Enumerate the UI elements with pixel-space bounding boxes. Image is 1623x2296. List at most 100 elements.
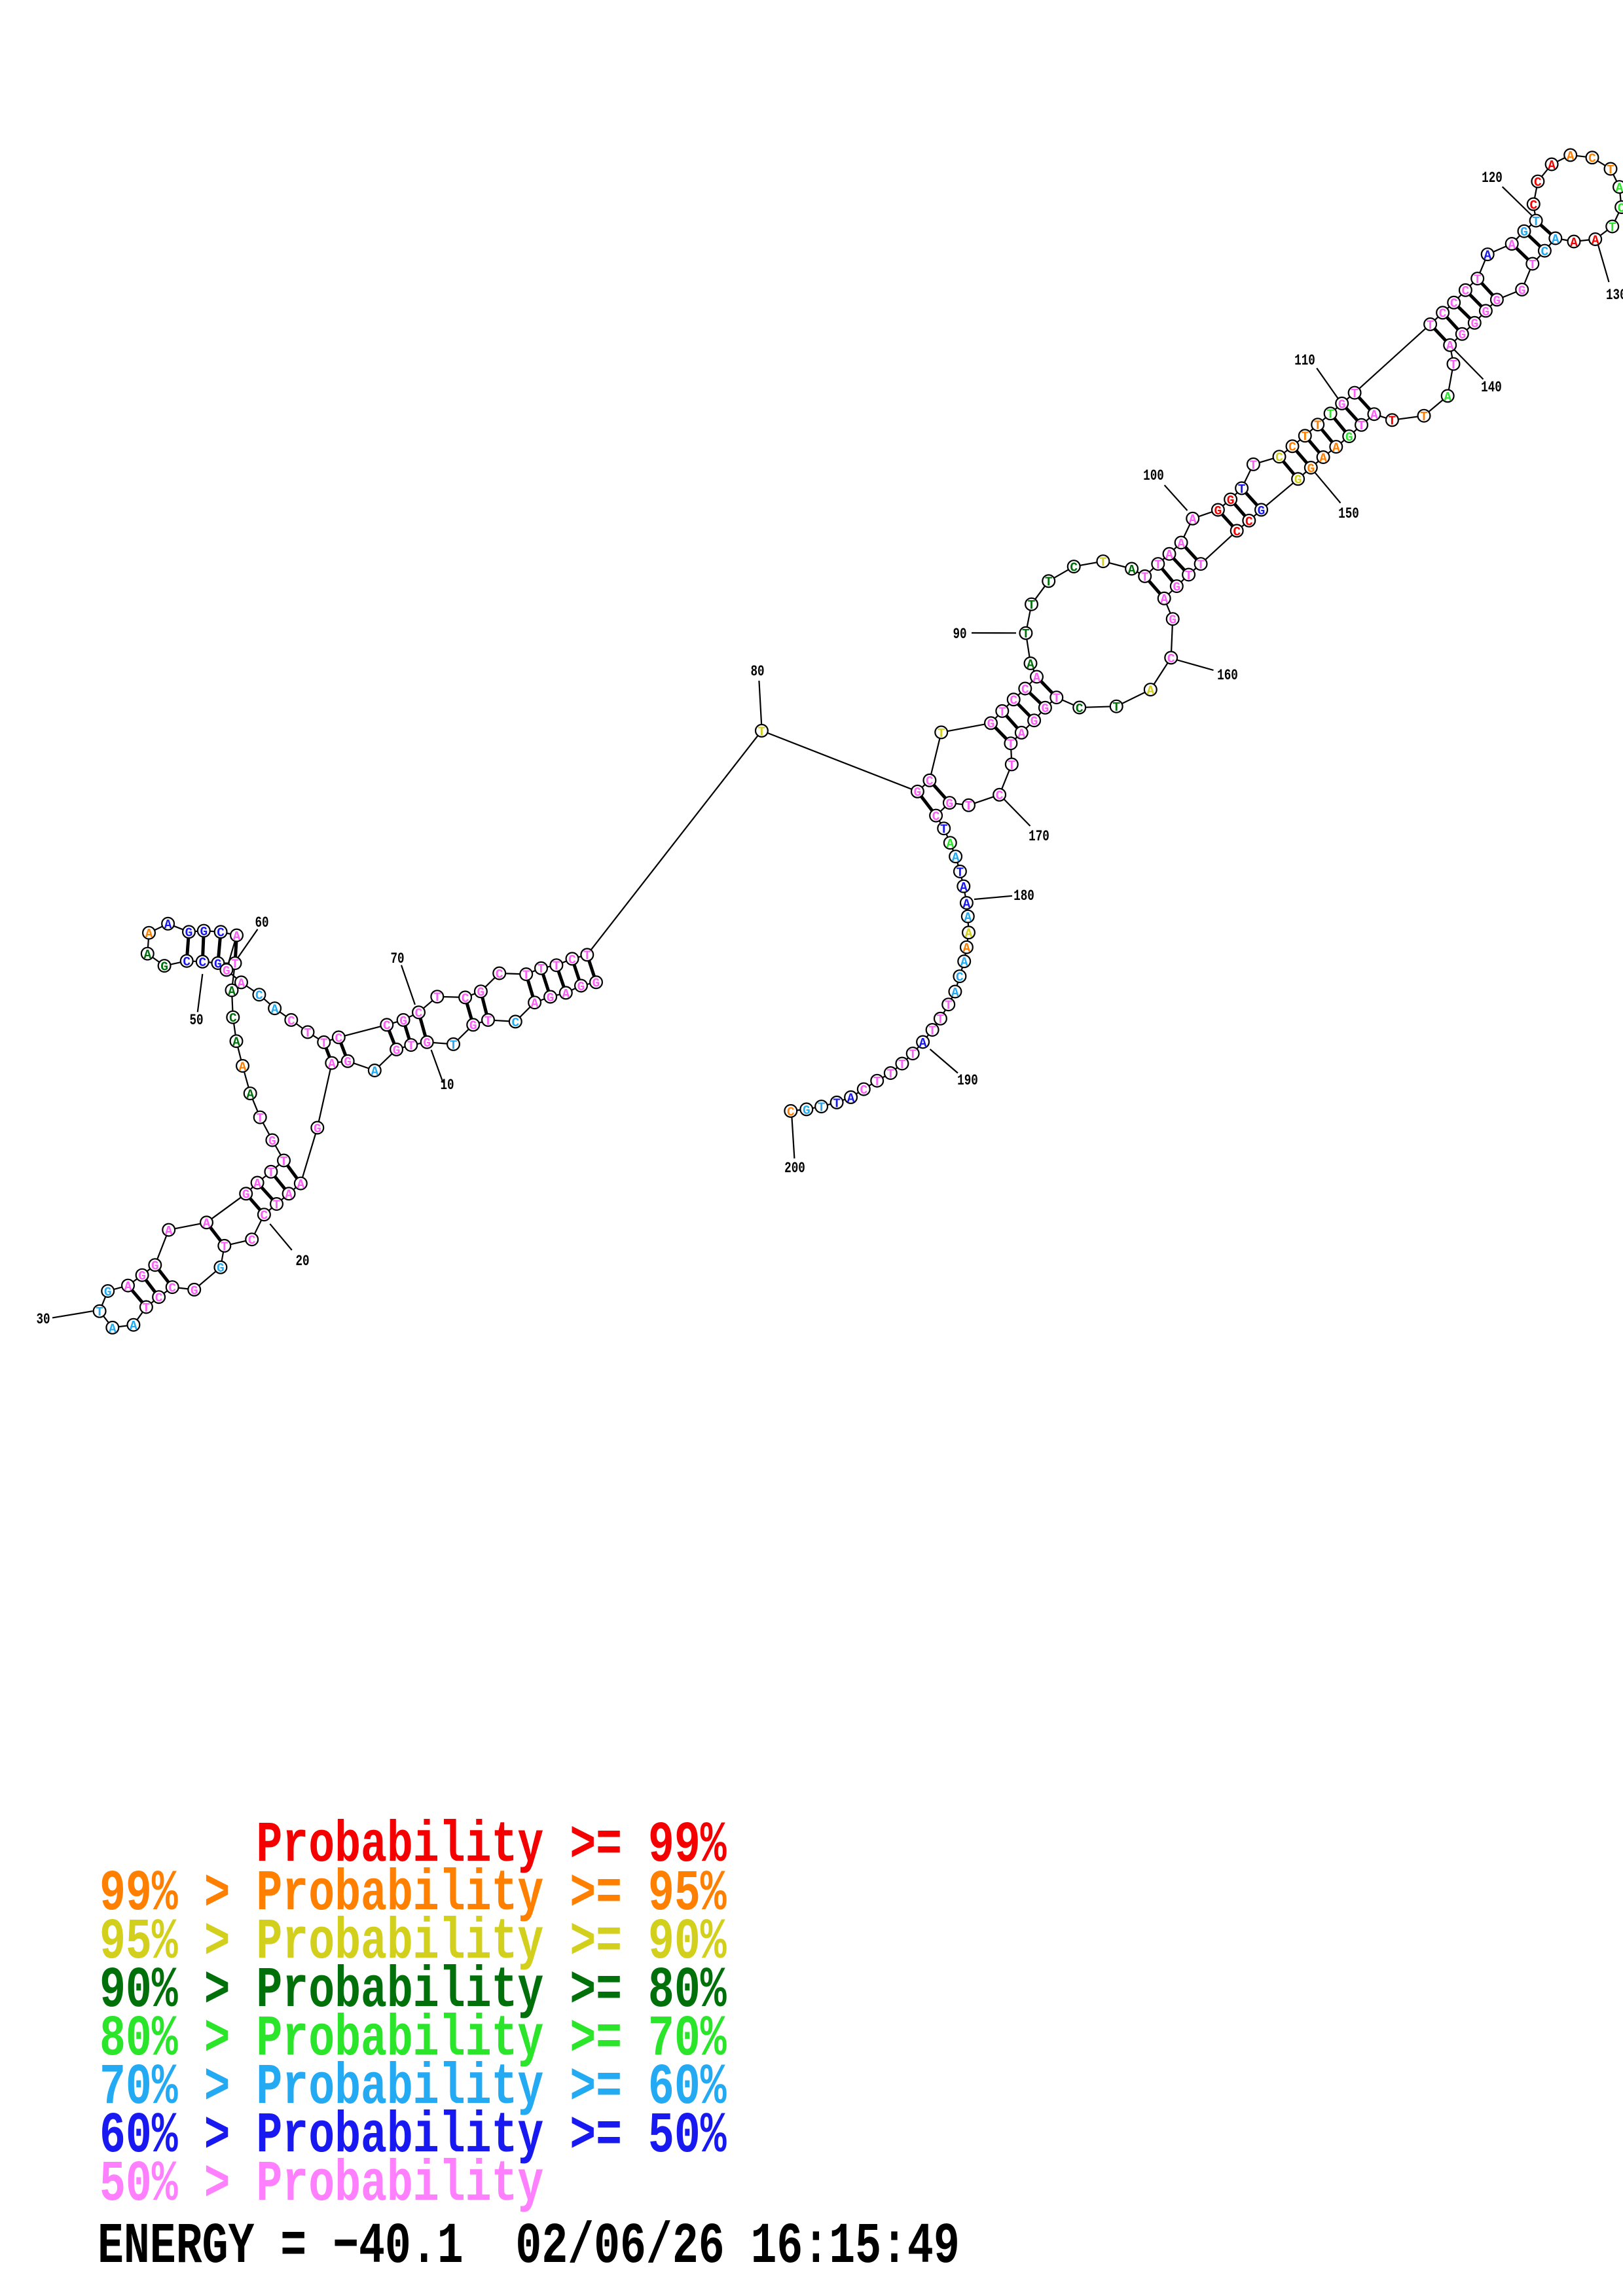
svg-text:G: G bbox=[1042, 702, 1049, 716]
svg-text:T: T bbox=[1238, 482, 1246, 497]
svg-text:T: T bbox=[267, 1166, 275, 1180]
svg-text:C: C bbox=[860, 1083, 867, 1098]
svg-text:T: T bbox=[833, 1096, 841, 1111]
svg-text:G: G bbox=[469, 1019, 477, 1033]
svg-text:G: G bbox=[914, 785, 922, 800]
svg-text:G: G bbox=[547, 991, 555, 1005]
svg-text:90% > Probability >= 80%: 90% > Probability >= 80% bbox=[100, 1959, 727, 2024]
svg-text:A: A bbox=[130, 1319, 137, 1333]
svg-text:C: C bbox=[1541, 245, 1549, 259]
svg-text:A: A bbox=[1332, 441, 1340, 456]
svg-text:200: 200 bbox=[784, 1160, 805, 1177]
svg-text:A: A bbox=[285, 1188, 293, 1202]
svg-text:G: G bbox=[1470, 317, 1478, 331]
svg-text:A: A bbox=[1592, 233, 1599, 247]
svg-text:G: G bbox=[1227, 493, 1235, 508]
svg-text:G: G bbox=[160, 960, 168, 975]
svg-text:T: T bbox=[818, 1101, 826, 1115]
svg-text:C: C bbox=[255, 989, 263, 1003]
svg-text:T: T bbox=[1022, 627, 1030, 641]
svg-text:A: A bbox=[1027, 657, 1034, 672]
svg-text:C: C bbox=[198, 956, 206, 970]
svg-text:C: C bbox=[1010, 694, 1017, 708]
svg-text:G: G bbox=[477, 986, 485, 1000]
svg-text:10: 10 bbox=[440, 1077, 454, 1094]
svg-text:T: T bbox=[998, 705, 1006, 719]
svg-text:A: A bbox=[1146, 684, 1154, 698]
svg-text:G: G bbox=[393, 1043, 401, 1058]
svg-text:C: C bbox=[568, 953, 576, 967]
svg-text:G: G bbox=[946, 797, 954, 812]
svg-text:G: G bbox=[1458, 328, 1466, 342]
svg-text:T: T bbox=[1529, 258, 1537, 272]
svg-text:T: T bbox=[1301, 430, 1309, 444]
svg-text:T: T bbox=[909, 1048, 917, 1062]
svg-text:T: T bbox=[940, 823, 948, 837]
svg-text:G: G bbox=[268, 1134, 276, 1149]
svg-text:G: G bbox=[1338, 397, 1346, 412]
svg-text:G: G bbox=[1520, 225, 1528, 240]
svg-text:70% > Probability >= 60%: 70% > Probability >= 60% bbox=[100, 2056, 727, 2121]
svg-text:A: A bbox=[297, 1177, 304, 1192]
svg-text:C: C bbox=[1529, 198, 1537, 213]
svg-text:T: T bbox=[304, 1026, 312, 1041]
svg-text:T: T bbox=[231, 958, 239, 972]
svg-text:A: A bbox=[1567, 149, 1575, 164]
svg-text:G: G bbox=[314, 1122, 321, 1136]
svg-text:80% > Probability >= 70%: 80% > Probability >= 70% bbox=[100, 2007, 727, 2072]
svg-text:A: A bbox=[1616, 181, 1623, 196]
svg-text:C: C bbox=[217, 926, 225, 941]
svg-text:T: T bbox=[320, 1036, 328, 1050]
svg-text:A: A bbox=[1508, 238, 1516, 252]
svg-text:T: T bbox=[143, 1301, 151, 1316]
svg-text:A: A bbox=[203, 1217, 211, 1231]
svg-text:G: G bbox=[1173, 581, 1180, 595]
svg-text:C: C bbox=[1439, 307, 1447, 321]
svg-text:G: G bbox=[399, 1014, 407, 1028]
svg-text:T: T bbox=[1326, 408, 1334, 422]
svg-text:A: A bbox=[952, 851, 960, 865]
svg-text:G: G bbox=[1307, 461, 1315, 476]
svg-text:A: A bbox=[233, 929, 241, 944]
svg-text:A: A bbox=[164, 918, 172, 932]
svg-text:C: C bbox=[956, 971, 964, 985]
svg-text:100: 100 bbox=[1143, 468, 1164, 485]
svg-text:A: A bbox=[960, 880, 968, 895]
svg-text:T: T bbox=[221, 1240, 228, 1254]
svg-text:G: G bbox=[1169, 613, 1176, 628]
svg-text:C: C bbox=[261, 1209, 268, 1223]
svg-text:T: T bbox=[553, 960, 560, 974]
svg-text:T: T bbox=[1607, 163, 1614, 177]
svg-text:A: A bbox=[1484, 249, 1491, 263]
svg-text:A: A bbox=[965, 927, 973, 941]
svg-text:T: T bbox=[1007, 738, 1015, 752]
svg-text:C: C bbox=[1534, 175, 1542, 190]
svg-text:T: T bbox=[1028, 598, 1036, 613]
svg-text:T: T bbox=[583, 949, 591, 963]
svg-text:C: C bbox=[496, 967, 503, 982]
svg-text:A: A bbox=[124, 1280, 132, 1294]
svg-text:C: C bbox=[1233, 525, 1241, 539]
svg-text:A: A bbox=[951, 986, 959, 1000]
svg-text:T: T bbox=[256, 1111, 264, 1126]
svg-text:A: A bbox=[1552, 232, 1559, 247]
svg-text:C: C bbox=[926, 774, 934, 789]
svg-text:T: T bbox=[937, 1013, 945, 1027]
svg-text:G: G bbox=[151, 1259, 159, 1274]
svg-text:T: T bbox=[407, 1039, 415, 1054]
svg-text:C: C bbox=[787, 1105, 795, 1119]
svg-text:T: T bbox=[1474, 273, 1482, 287]
svg-text:G: G bbox=[223, 964, 230, 978]
svg-text:T: T bbox=[538, 962, 545, 977]
svg-text:G: G bbox=[593, 977, 600, 991]
svg-text:T: T bbox=[1185, 569, 1193, 583]
svg-text:20: 20 bbox=[295, 1253, 309, 1270]
svg-text:T: T bbox=[1450, 358, 1457, 372]
svg-text:T: T bbox=[280, 1155, 288, 1169]
svg-text:T: T bbox=[1427, 318, 1434, 332]
svg-text:T: T bbox=[938, 726, 945, 741]
svg-text:T: T bbox=[873, 1075, 881, 1089]
svg-text:G: G bbox=[242, 1188, 250, 1202]
svg-text:T: T bbox=[898, 1058, 906, 1072]
svg-text:C: C bbox=[1167, 652, 1175, 666]
